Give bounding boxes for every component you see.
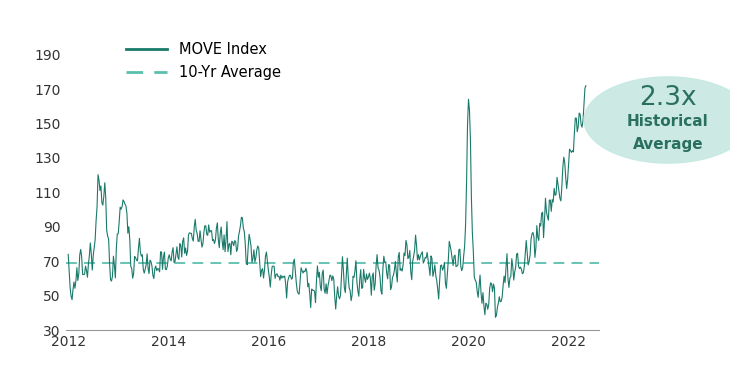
Text: 2.3x: 2.3x — [639, 85, 696, 111]
Text: Historical: Historical — [627, 114, 709, 129]
Legend: MOVE Index, 10-Yr Average: MOVE Index, 10-Yr Average — [126, 42, 281, 80]
Text: Average: Average — [633, 137, 703, 152]
